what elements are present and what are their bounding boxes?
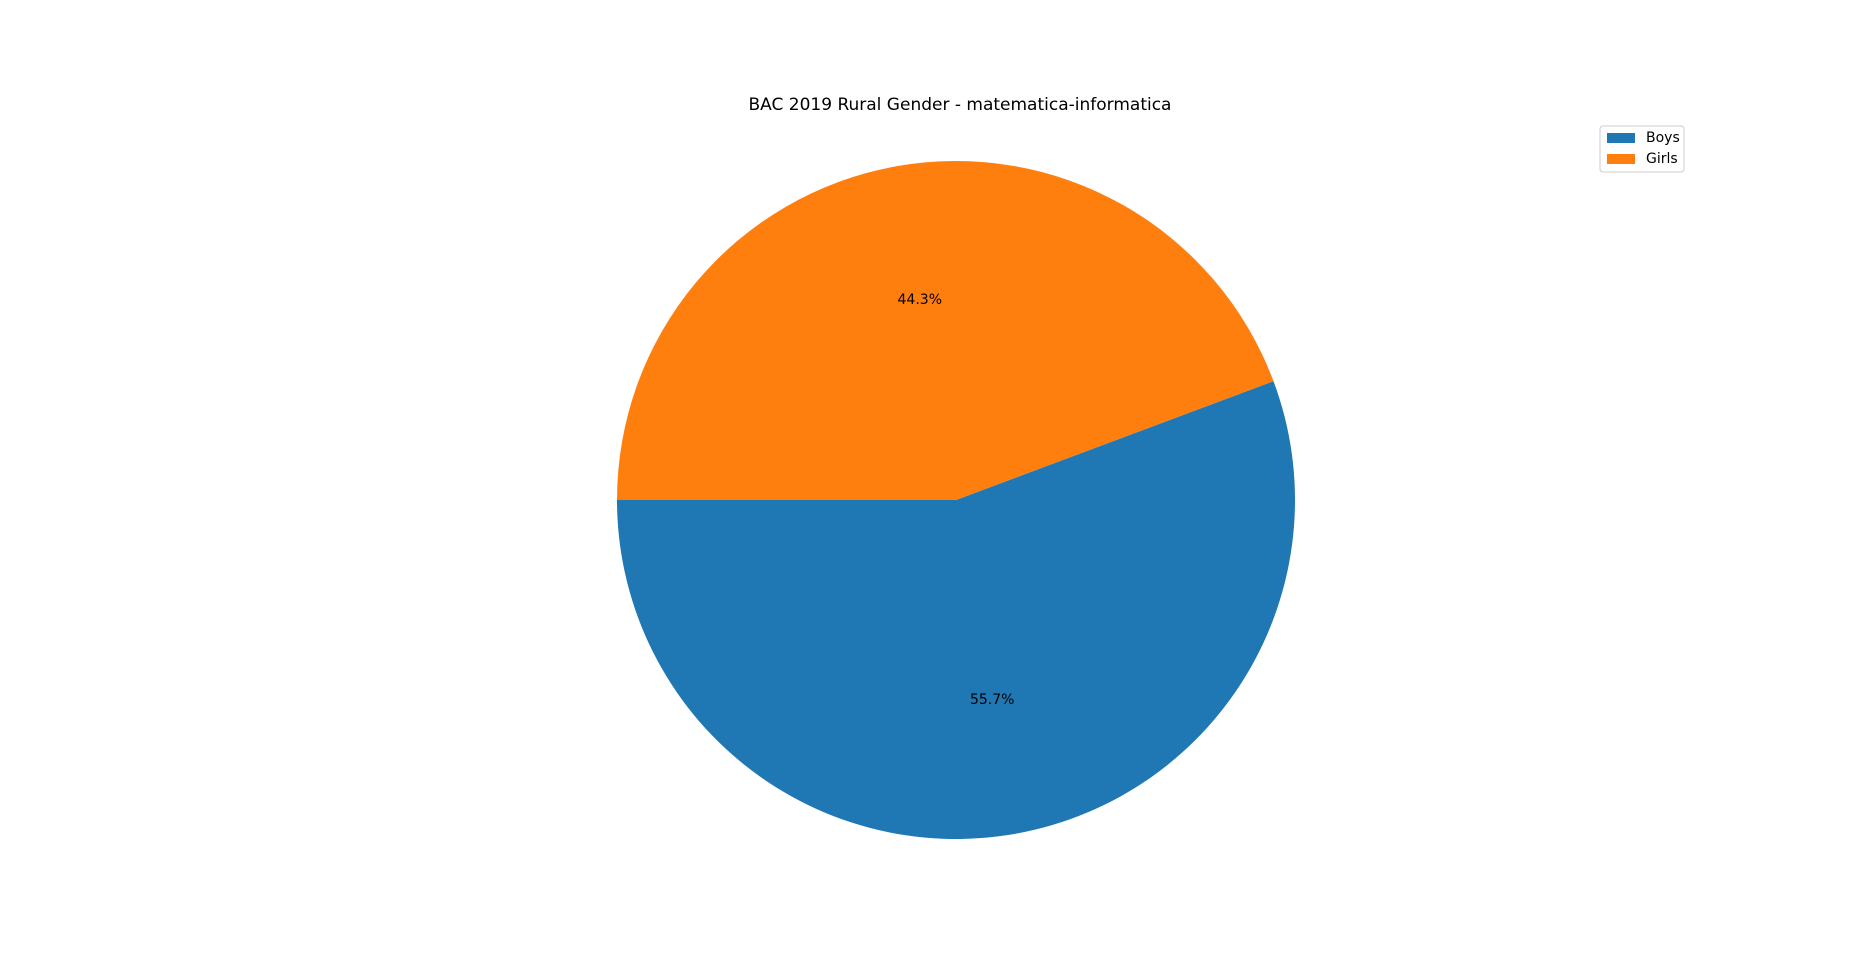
pie-slice-boys (617, 381, 1295, 840)
legend-items: Boys Girls (1607, 130, 1680, 167)
legend-label-boys: Boys (1646, 130, 1680, 146)
pie-label-girls: 44.3% (898, 292, 942, 308)
legend-swatch-boys (1607, 133, 1635, 143)
legend: Boys Girls (1599, 125, 1685, 173)
chart-title: BAC 2019 Rural Gender - matematica-infor… (749, 95, 1172, 115)
pie-label-boys: 55.7% (970, 692, 1014, 708)
legend-swatch-girls (1607, 154, 1635, 164)
pie-slice-girls (617, 161, 1274, 500)
legend-label-girls: Girls (1646, 151, 1678, 167)
pie-percent-labels: 55.7% 44.3% (898, 292, 1015, 708)
pie-slices (617, 161, 1295, 840)
